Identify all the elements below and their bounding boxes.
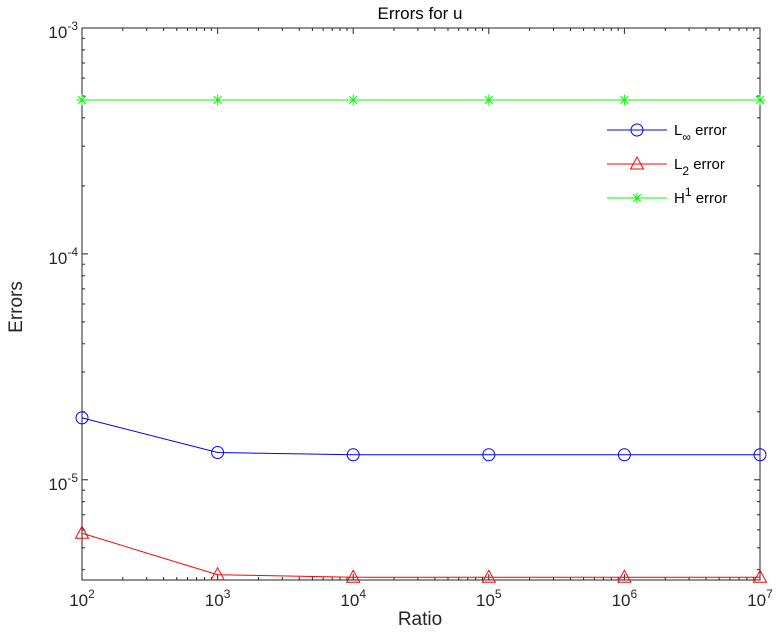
data-point-l2 [481,569,497,583]
x-axis-label: Ratio [398,609,442,630]
y-tick-label: 10-4 [48,245,78,268]
y-tick-label: 10-5 [48,471,78,494]
plot-area: 102 103 104 105 106 107 10-5 10-4 10-3 L∞ error L2… [48,19,773,610]
legend-marker-linf [630,123,644,137]
x-tick-label: 106 [612,587,638,610]
legend-marker-h1 [631,192,643,204]
data-point-l2 [74,525,90,539]
data-point-h1 [618,94,630,106]
y-tick-label: 10-3 [48,19,78,42]
legend-label-h1: H1 error [674,185,727,207]
x-tick-label: 102 [69,587,95,610]
legend-label-l2: L2 error [674,156,725,178]
legend-marker-l2 [629,155,645,170]
data-point-l2 [617,569,632,583]
data-point-linf [346,448,360,462]
data-point-linf [75,411,89,425]
data-point-linf [211,446,225,460]
x-tick-label: 107 [747,587,773,610]
data-point-l2 [345,569,361,583]
data-point-l2 [210,566,225,581]
data-point-linf [617,448,631,462]
data-point-h1 [76,94,88,106]
data-point-h1 [347,94,359,106]
data-point-linf [753,448,767,462]
chart-title: Errors for u [377,4,462,23]
data-point-linf [482,448,496,462]
data-point-h1 [754,94,766,106]
x-tick-label: 104 [340,587,366,610]
y-axis-label: Errors [6,281,27,333]
data-point-h1 [483,94,495,106]
data-point-l2 [752,569,768,583]
data-point-h1 [212,94,224,106]
series-line-l2 [81,532,760,578]
x-tick-label: 103 [205,587,231,610]
x-tick-label: 105 [476,587,502,610]
legend-label-linf: L∞ error [674,122,727,144]
series-line-linf [81,417,760,456]
